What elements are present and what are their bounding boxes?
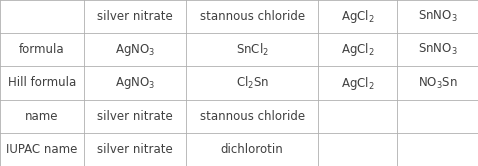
Text: $\mathrm{AgNO_3}$: $\mathrm{AgNO_3}$ xyxy=(115,75,155,91)
Text: formula: formula xyxy=(19,43,65,56)
Text: silver nitrate: silver nitrate xyxy=(97,10,173,23)
Text: stannous chloride: stannous chloride xyxy=(200,10,304,23)
Text: $\mathrm{AgCl_2}$: $\mathrm{AgCl_2}$ xyxy=(340,8,374,25)
Text: dichlorotin: dichlorotin xyxy=(221,143,283,156)
Text: name: name xyxy=(25,110,59,123)
Text: stannous chloride: stannous chloride xyxy=(200,110,304,123)
Text: $\mathrm{AgCl_2}$: $\mathrm{AgCl_2}$ xyxy=(340,41,374,58)
Text: $\mathrm{SnNO_3}$: $\mathrm{SnNO_3}$ xyxy=(418,9,457,24)
Text: $\mathrm{SnNO_3}$: $\mathrm{SnNO_3}$ xyxy=(418,42,457,57)
Text: $\mathrm{AgCl_2}$: $\mathrm{AgCl_2}$ xyxy=(340,75,374,91)
Text: $\mathrm{NO_3Sn}$: $\mathrm{NO_3Sn}$ xyxy=(417,76,457,90)
Text: silver nitrate: silver nitrate xyxy=(97,110,173,123)
Text: IUPAC name: IUPAC name xyxy=(6,143,77,156)
Text: silver nitrate: silver nitrate xyxy=(97,143,173,156)
Text: $\mathrm{Cl_2Sn}$: $\mathrm{Cl_2Sn}$ xyxy=(236,75,269,91)
Text: $\mathrm{AgNO_3}$: $\mathrm{AgNO_3}$ xyxy=(115,42,155,58)
Text: $\mathrm{SnCl_2}$: $\mathrm{SnCl_2}$ xyxy=(236,42,269,58)
Text: Hill formula: Hill formula xyxy=(8,77,76,89)
